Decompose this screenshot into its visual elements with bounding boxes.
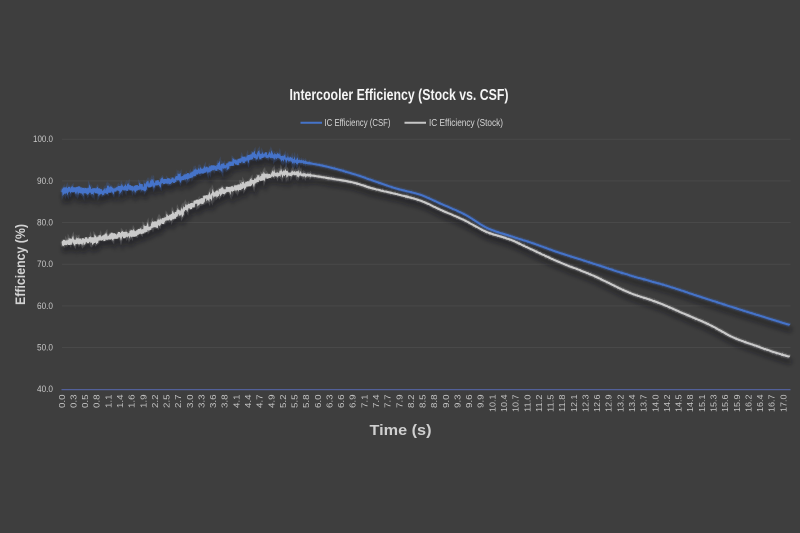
svg-text:5.2: 5.2 — [278, 394, 288, 408]
svg-text:100.0: 100.0 — [33, 134, 53, 144]
svg-text:14.0: 14.0 — [650, 394, 660, 412]
svg-text:0.8: 0.8 — [92, 394, 102, 408]
svg-text:12.3: 12.3 — [580, 394, 590, 412]
svg-text:14.8: 14.8 — [685, 394, 695, 412]
svg-text:5.5: 5.5 — [289, 394, 299, 408]
svg-text:9.3: 9.3 — [452, 394, 462, 408]
svg-text:11.8: 11.8 — [557, 394, 567, 412]
svg-text:Efficiency (%): Efficiency (%) — [13, 224, 28, 305]
svg-text:3.0: 3.0 — [185, 394, 195, 408]
svg-text:70.0: 70.0 — [37, 259, 53, 269]
svg-text:12.1: 12.1 — [569, 394, 579, 412]
svg-text:7.7: 7.7 — [383, 394, 393, 408]
svg-text:15.1: 15.1 — [697, 394, 707, 412]
svg-text:0.3: 0.3 — [68, 394, 78, 408]
svg-text:8.5: 8.5 — [417, 394, 427, 408]
svg-text:50.0: 50.0 — [37, 343, 53, 353]
svg-text:6.6: 6.6 — [336, 394, 346, 408]
svg-text:3.6: 3.6 — [208, 394, 218, 408]
svg-text:14.2: 14.2 — [662, 394, 672, 412]
svg-text:3.3: 3.3 — [196, 394, 206, 408]
svg-text:IC Efficiency (CSF): IC Efficiency (CSF) — [325, 117, 391, 129]
svg-text:9.0: 9.0 — [441, 394, 451, 408]
svg-text:13.7: 13.7 — [639, 394, 649, 412]
svg-text:7.4: 7.4 — [371, 394, 381, 408]
svg-text:9.6: 9.6 — [464, 394, 474, 408]
svg-text:40.0: 40.0 — [37, 384, 53, 394]
svg-text:15.6: 15.6 — [720, 394, 730, 412]
svg-text:2.7: 2.7 — [173, 394, 183, 408]
svg-text:Intercooler Efficiency (Stock: Intercooler Efficiency (Stock vs. CSF) — [290, 87, 509, 104]
svg-text:0.5: 0.5 — [80, 394, 90, 408]
svg-text:7.9: 7.9 — [394, 394, 404, 408]
svg-text:6.9: 6.9 — [348, 394, 358, 408]
svg-text:13.2: 13.2 — [615, 394, 625, 412]
svg-text:8.2: 8.2 — [406, 394, 416, 408]
svg-text:5.8: 5.8 — [301, 394, 311, 408]
svg-text:1.1: 1.1 — [103, 394, 113, 408]
svg-text:3.8: 3.8 — [220, 394, 230, 408]
svg-text:16.7: 16.7 — [767, 394, 777, 412]
svg-text:8.8: 8.8 — [429, 394, 439, 408]
svg-text:IC Efficiency (Stock): IC Efficiency (Stock) — [429, 117, 503, 129]
svg-text:9.9: 9.9 — [476, 394, 486, 408]
svg-text:16.4: 16.4 — [755, 394, 765, 412]
svg-text:2.5: 2.5 — [161, 394, 171, 408]
svg-text:17.0: 17.0 — [778, 394, 788, 412]
svg-text:11.2: 11.2 — [534, 394, 544, 412]
svg-text:10.7: 10.7 — [511, 394, 521, 412]
svg-text:11.5: 11.5 — [546, 394, 556, 412]
svg-text:10.1: 10.1 — [487, 394, 497, 412]
svg-text:13.4: 13.4 — [627, 394, 637, 412]
svg-text:1.9: 1.9 — [138, 394, 148, 408]
svg-text:4.1: 4.1 — [231, 394, 241, 408]
svg-text:7.1: 7.1 — [359, 394, 369, 408]
svg-text:60.0: 60.0 — [37, 301, 53, 311]
svg-text:4.4: 4.4 — [243, 394, 253, 408]
svg-text:4.7: 4.7 — [255, 394, 265, 408]
svg-text:Time (s): Time (s) — [370, 422, 432, 439]
svg-text:6.3: 6.3 — [324, 394, 334, 408]
svg-text:80.0: 80.0 — [37, 218, 53, 228]
svg-text:10.4: 10.4 — [499, 394, 509, 412]
svg-text:15.9: 15.9 — [732, 394, 742, 412]
svg-text:12.6: 12.6 — [592, 394, 602, 412]
svg-text:15.3: 15.3 — [708, 394, 718, 412]
svg-text:16.2: 16.2 — [743, 394, 753, 412]
svg-text:6.0: 6.0 — [313, 394, 323, 408]
svg-text:4.9: 4.9 — [266, 394, 276, 408]
svg-text:2.2: 2.2 — [150, 394, 160, 408]
svg-text:14.5: 14.5 — [674, 394, 684, 412]
svg-text:0.0: 0.0 — [57, 394, 67, 408]
svg-text:1.6: 1.6 — [127, 394, 137, 408]
svg-text:12.9: 12.9 — [604, 394, 614, 412]
svg-text:11.0: 11.0 — [522, 394, 532, 412]
svg-text:90.0: 90.0 — [37, 176, 53, 186]
svg-text:1.4: 1.4 — [115, 394, 125, 408]
